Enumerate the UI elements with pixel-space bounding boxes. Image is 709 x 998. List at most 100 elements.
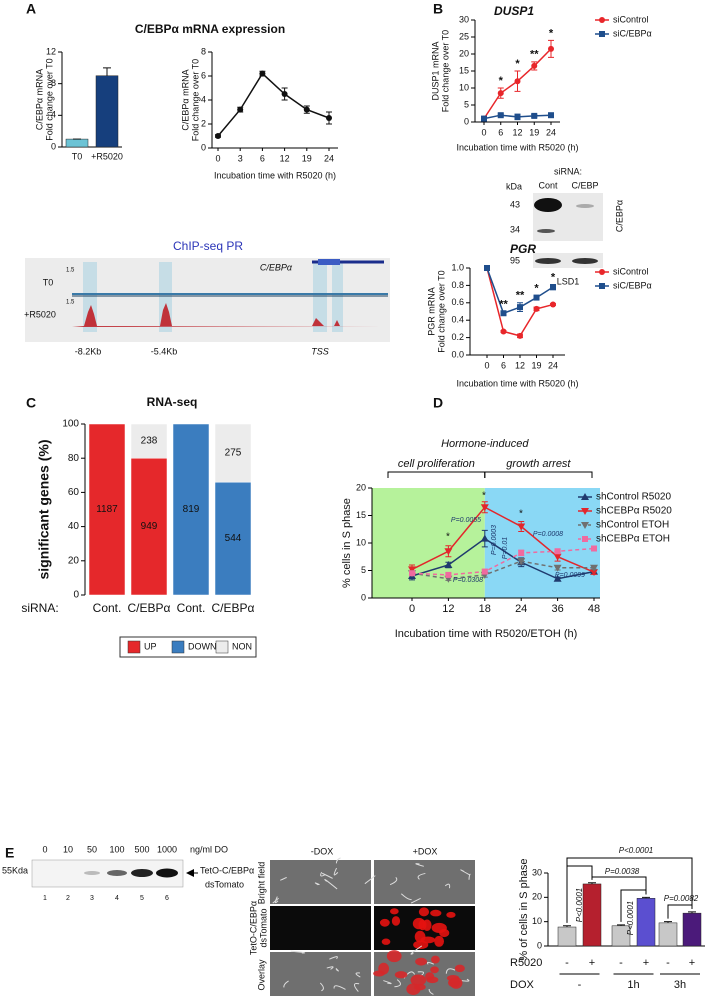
lane-number: 5 <box>140 895 144 902</box>
cell-edge <box>324 879 338 890</box>
marker <box>533 305 540 312</box>
row-label: dsTomato <box>258 908 268 947</box>
row-label: Bright field <box>256 862 266 905</box>
column-label: +DOX <box>413 846 438 856</box>
segment-label: 544 <box>225 533 242 544</box>
lane-number: 3 <box>90 895 94 902</box>
cell-edge <box>274 896 279 904</box>
cell-edge <box>364 875 376 885</box>
y-tick-label: 4 <box>201 94 206 104</box>
position-label: -5.4Kb <box>151 346 178 356</box>
marker <box>303 106 310 113</box>
legend-marker <box>581 508 589 515</box>
segment-label: 949 <box>141 521 158 532</box>
cell-edge <box>461 978 470 982</box>
annotation: ** <box>530 49 539 61</box>
marker <box>480 534 489 542</box>
x-tick-label: 6 <box>498 127 503 137</box>
blot-band <box>572 258 598 264</box>
x-tick-label: 24 <box>515 603 527 615</box>
cell-edge <box>335 967 339 972</box>
red-cell <box>426 976 439 984</box>
y-axis-label: Fold change over T0 <box>44 58 54 140</box>
marker <box>517 304 523 311</box>
x-tick-label: 0 <box>484 360 489 370</box>
position-label: -8.2Kb <box>75 346 102 356</box>
red-cell <box>379 918 390 927</box>
legend-label: siControl <box>613 14 649 24</box>
error-bar <box>642 896 650 899</box>
y-tick-label: 12 <box>46 46 56 56</box>
bar-segment <box>88 423 126 596</box>
x-tick-label: 0 <box>481 127 486 137</box>
row-value: + <box>589 957 595 969</box>
annotation: * <box>519 509 523 520</box>
y-tick-label: 20 <box>459 48 469 58</box>
marker <box>533 294 540 301</box>
error-bar <box>588 882 596 884</box>
series-line <box>486 267 554 337</box>
cell-edge <box>428 988 434 995</box>
bar <box>636 898 656 947</box>
y-axis-label: Fold change over T0 <box>190 59 200 141</box>
red-cell <box>430 909 442 917</box>
x-tick-label: 0 <box>409 603 415 615</box>
annotation: * <box>534 283 539 295</box>
x-axis-label: Incubation time with R5020/ETOH (h) <box>395 628 578 640</box>
marker <box>531 62 538 69</box>
row-value: + <box>643 957 649 969</box>
marker <box>517 523 526 531</box>
cell-edge <box>355 972 361 978</box>
legend-marker <box>581 493 589 500</box>
cell-edge <box>400 893 412 901</box>
chart-title: C/EBPα mRNA expression <box>135 22 285 36</box>
marker <box>259 70 266 77</box>
y-tick-label: 80 <box>68 453 80 464</box>
y-axis-label: C/EBPα mRNA <box>180 69 190 130</box>
row-value: - <box>666 957 670 969</box>
cell-edge <box>320 871 326 877</box>
x-tick-label: 12 <box>280 153 290 163</box>
lane-number: 2 <box>66 895 70 902</box>
red-cell <box>412 917 426 930</box>
panel-letter: D <box>433 395 443 411</box>
bar <box>557 926 577 947</box>
annotation: * <box>551 271 556 283</box>
cell-edge <box>394 979 401 988</box>
phase-label: growth arrest <box>506 458 571 470</box>
micrographs <box>270 857 475 996</box>
y-tick-label: 0 <box>464 116 469 126</box>
lane-number: 6 <box>165 895 169 902</box>
legend-swatch <box>215 640 229 654</box>
column-label: -DOX <box>311 846 334 856</box>
row-label: R5020 <box>510 957 542 969</box>
x-tick-label: 36 <box>551 603 563 615</box>
red-cell <box>410 974 427 986</box>
bar-segment <box>214 423 252 483</box>
panel-letter: A <box>26 1 36 17</box>
row-value: - <box>565 957 569 969</box>
y-tick-label: 0 <box>201 142 206 152</box>
x-tick-label: Cont. <box>93 601 122 615</box>
marker <box>215 133 221 139</box>
chart-title: DUSP1 <box>494 4 534 18</box>
position-label: TSS <box>311 346 329 356</box>
lane-labels: 0 10 50 100 500 1000 ng/ml DO <box>42 844 228 854</box>
annotation: * <box>499 75 504 87</box>
cell-edge <box>314 882 320 886</box>
blot-band <box>576 204 594 208</box>
blot-marker: 34 <box>510 224 520 234</box>
x-tick-label: +R5020 <box>91 151 123 161</box>
x-tick-label: 6 <box>260 153 265 163</box>
y-tick-label: 5 <box>361 565 366 575</box>
blot-marker: 43 <box>510 199 520 209</box>
legend-label: shCEBPα R5020 <box>596 506 672 517</box>
x-tick-label: C/EBPα <box>212 601 255 615</box>
gene-label: C/EBPα <box>260 262 293 272</box>
legend-box <box>119 636 257 658</box>
chip-title: ChIP-seq PR <box>173 239 243 253</box>
row-value: - <box>578 979 582 991</box>
legend-swatch <box>127 640 141 654</box>
annotation: P=0.0099 <box>555 572 585 579</box>
x-tick-label: 12 <box>512 127 522 137</box>
